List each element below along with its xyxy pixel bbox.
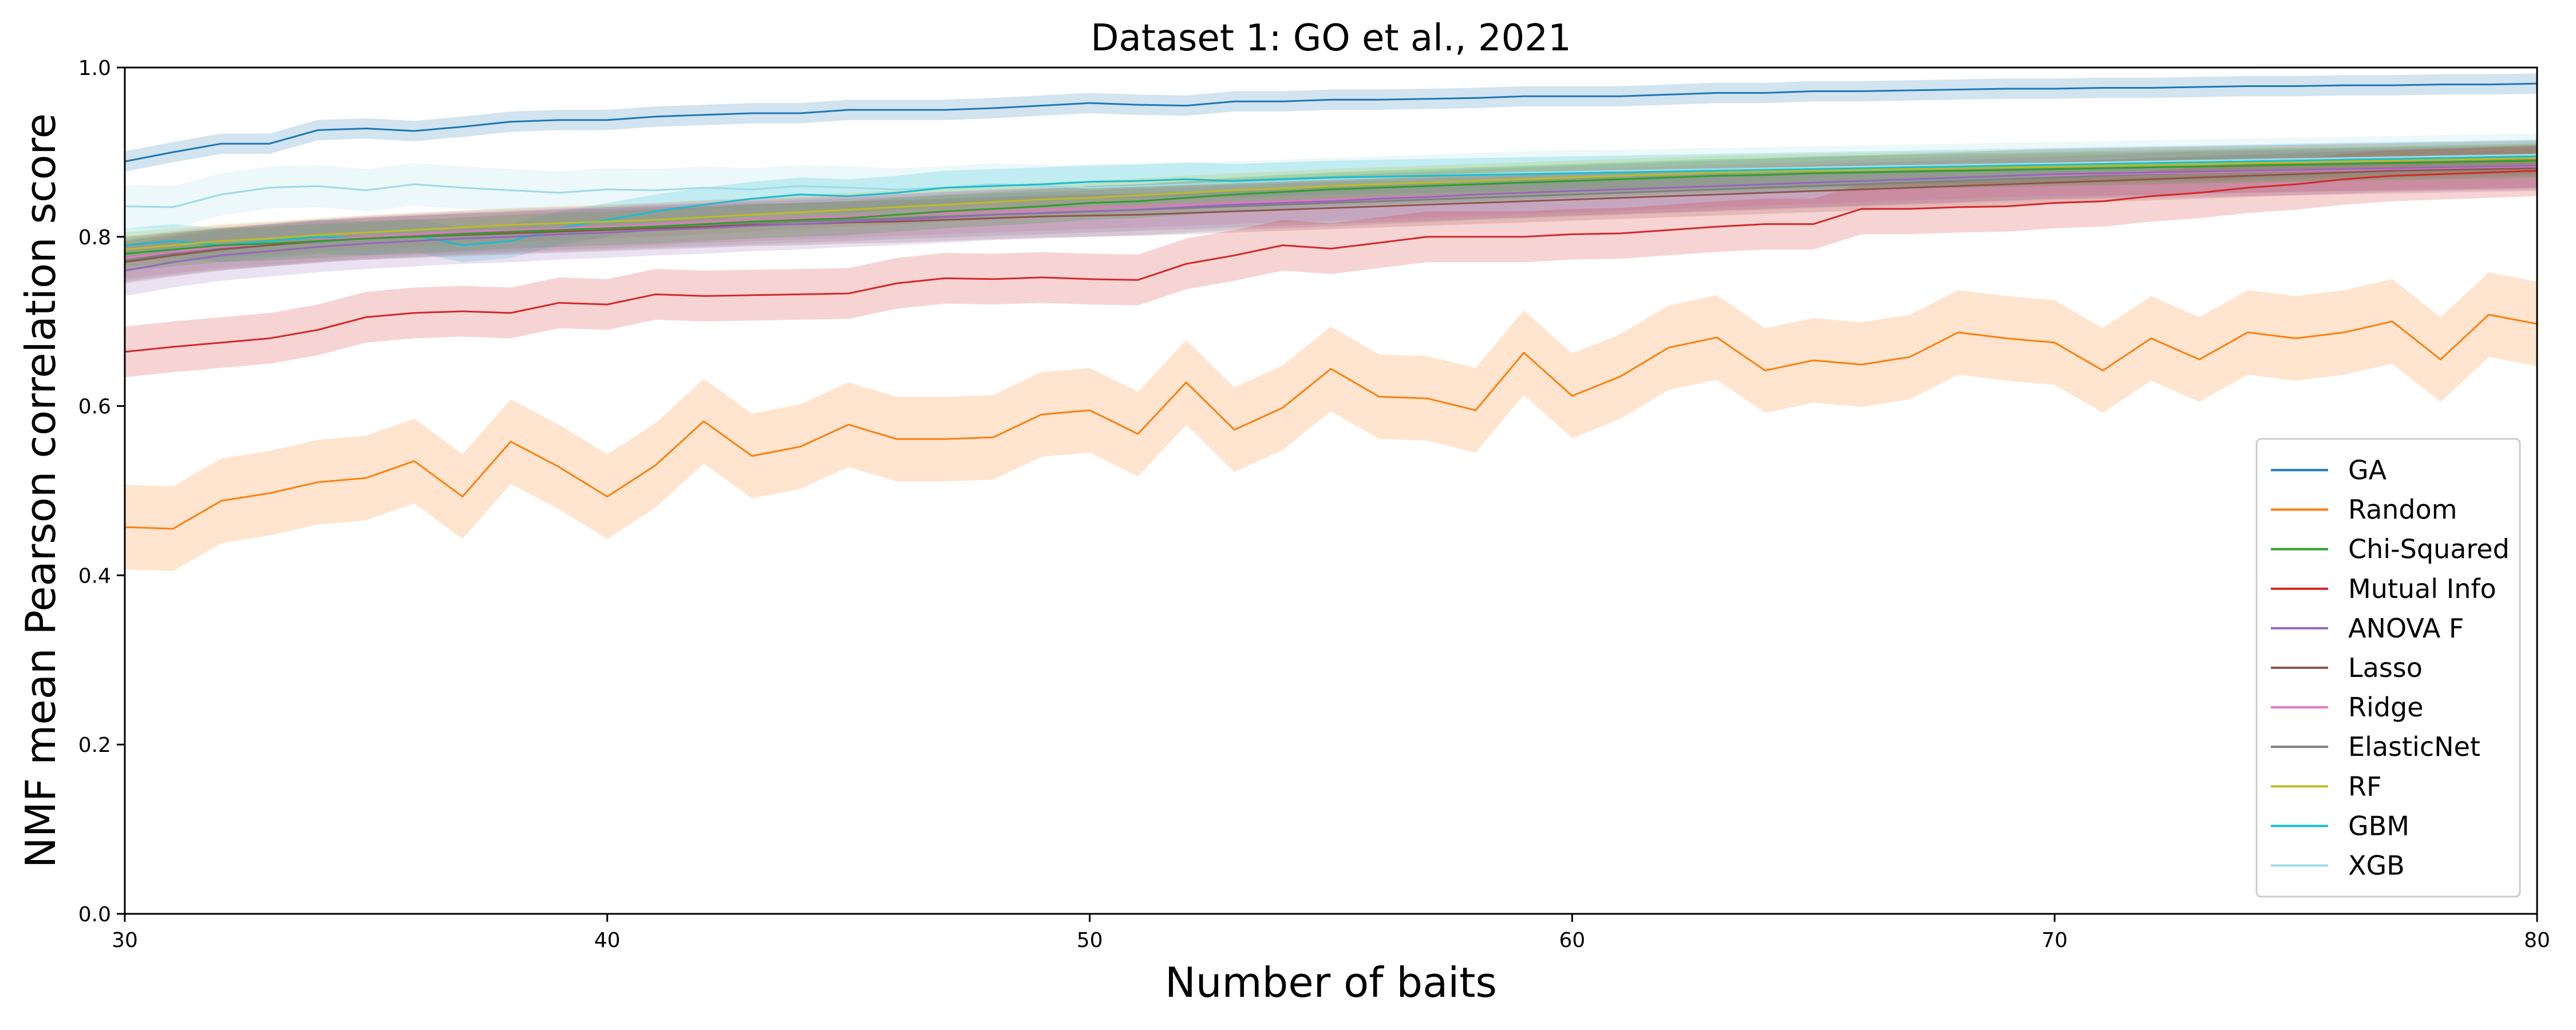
legend-label: Ridge	[2348, 692, 2423, 723]
legend: GA Random Chi-Squared Mutual Info ANOVA F Las…	[2255, 438, 2521, 898]
legend-item: XGB	[2271, 850, 2405, 881]
legend-label: Mutual Info	[2348, 573, 2496, 604]
x-tick-label: 70	[2041, 929, 2068, 952]
y-tick-label: 0.8	[78, 226, 111, 249]
legend-item: Ridge	[2271, 692, 2423, 723]
band-chi-squared	[125, 144, 2537, 271]
legend-label: ANOVA F	[2348, 613, 2464, 644]
y-tick-label: 0.2	[78, 734, 111, 757]
legend-item: GBM	[2271, 810, 2409, 841]
y-axis-label: NMF mean Pearson correlation score	[17, 113, 65, 868]
legend-item: ElasticNet	[2271, 731, 2480, 762]
plot-frame	[124, 66, 2538, 915]
legend-label: GA	[2348, 455, 2387, 486]
legend-label: GBM	[2348, 810, 2409, 841]
band-ga	[125, 73, 2537, 172]
x-tick-label: 50	[1077, 929, 1103, 952]
legend-item: Mutual Info	[2271, 573, 2496, 604]
legend-items: GA Random Chi-Squared Mutual Info ANOVA F Las…	[2271, 455, 2510, 881]
axis-ticks: 30 40 50 60 70 80 0.0 0.2 0.4 0.6 0.8 1.0	[78, 57, 2550, 952]
band-random	[125, 272, 2537, 571]
series-line-ga	[125, 82, 2537, 163]
legend-item: ANOVA F	[2271, 613, 2464, 644]
chart-title: Dataset 1: GO et al., 2021	[1091, 17, 1571, 60]
band-rf	[125, 141, 2537, 267]
legend-item: GA	[2271, 455, 2387, 486]
band-mutual-info	[125, 145, 2537, 378]
x-tick-label: 60	[1559, 929, 1585, 952]
series-line-random	[125, 314, 2537, 530]
legend-label: Random	[2348, 494, 2457, 525]
band-elasticnet	[125, 145, 2537, 282]
series-line-mutual-info	[125, 169, 2537, 353]
x-tick-label: 30	[112, 929, 138, 952]
series-lines	[125, 82, 2537, 530]
legend-label: RF	[2348, 771, 2381, 802]
legend-item: Lasso	[2271, 652, 2423, 683]
series-line-chi-squared	[125, 160, 2537, 255]
legend-label: Chi-Squared	[2348, 534, 2510, 565]
series-line-xgb	[125, 153, 2537, 208]
x-axis-label: Number of baits	[1165, 958, 1497, 1007]
band-xgb	[125, 133, 2537, 228]
series-line-rf	[125, 157, 2537, 251]
legend-item: RF	[2271, 771, 2381, 802]
legend-label: ElasticNet	[2348, 731, 2480, 762]
series-line-lasso	[125, 167, 2537, 263]
series-line-anova-f	[125, 165, 2537, 272]
y-tick-label: 1.0	[78, 57, 111, 80]
legend-label: Lasso	[2348, 652, 2423, 683]
y-tick-label: 0.4	[78, 564, 111, 588]
legend-box	[2255, 438, 2521, 898]
legend-label: XGB	[2348, 850, 2405, 881]
y-tick-label: 0.6	[78, 395, 111, 419]
y-tick-label: 0.0	[78, 903, 111, 926]
legend-item: Random	[2271, 494, 2457, 525]
x-tick-label: 80	[2524, 929, 2550, 952]
band-gbm	[125, 139, 2537, 263]
legend-item: Chi-Squared	[2271, 534, 2510, 565]
x-tick-label: 40	[594, 929, 621, 952]
